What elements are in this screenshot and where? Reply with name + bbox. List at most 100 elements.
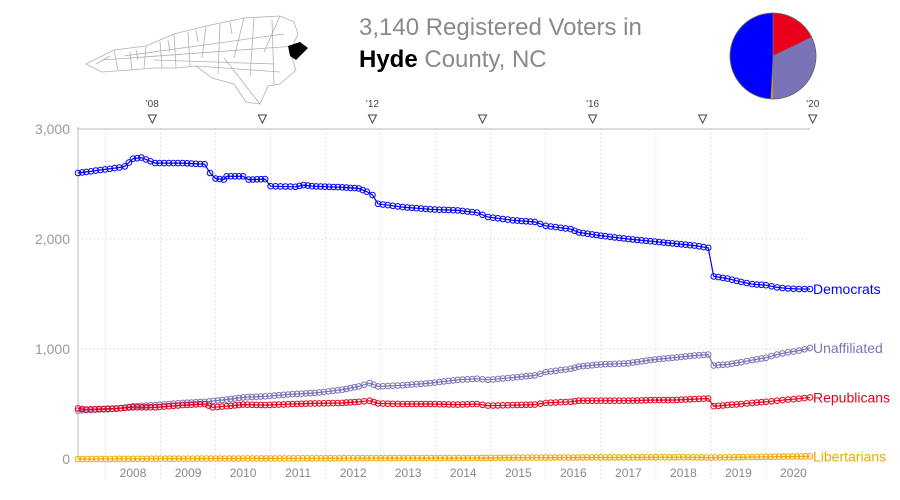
libertarians-line bbox=[77, 455, 811, 460]
republicans-point bbox=[602, 397, 609, 405]
democrats-point bbox=[552, 223, 560, 231]
libertarians-point bbox=[267, 455, 274, 462]
election-year-label: '08 bbox=[146, 99, 159, 110]
republicans-point bbox=[753, 399, 761, 406]
unaffiliated-point bbox=[320, 388, 328, 396]
libertarians-point bbox=[661, 454, 669, 461]
libertarians-point bbox=[455, 454, 463, 462]
libertarians-point bbox=[634, 454, 641, 461]
republicans-point bbox=[724, 401, 731, 409]
libertarians-point bbox=[666, 454, 674, 461]
republicans-point bbox=[261, 401, 269, 409]
libertarians-point bbox=[409, 454, 417, 462]
libertarians-point bbox=[152, 455, 160, 463]
democrats-point bbox=[513, 217, 521, 224]
democrats-point bbox=[272, 183, 279, 190]
libertarians-point bbox=[377, 454, 385, 462]
libertarians-point bbox=[551, 454, 559, 461]
libertarians-point bbox=[171, 455, 178, 463]
republicans-point bbox=[121, 404, 129, 412]
unaffiliated-point bbox=[436, 378, 443, 386]
democrats-point bbox=[733, 277, 740, 285]
unaffiliated-point bbox=[218, 396, 226, 404]
libertarians-point bbox=[349, 454, 357, 462]
republicans-point bbox=[289, 400, 296, 408]
libertarians-point bbox=[515, 454, 522, 462]
unaffiliated-point bbox=[426, 379, 434, 387]
republicans-point bbox=[188, 401, 195, 409]
democrats-point bbox=[593, 231, 600, 239]
republicans-point bbox=[108, 405, 116, 412]
unaffiliated-point bbox=[394, 382, 402, 389]
libertarians-point bbox=[693, 454, 701, 461]
unaffiliated-point bbox=[615, 360, 623, 368]
democrats-point bbox=[312, 183, 320, 190]
libertarians-point bbox=[487, 454, 495, 462]
democrats-point bbox=[111, 164, 118, 172]
democrats-point bbox=[231, 173, 239, 180]
democrats-point bbox=[724, 275, 731, 282]
libertarians-point bbox=[579, 454, 586, 461]
democrats-point bbox=[682, 241, 689, 248]
republicans-point bbox=[275, 401, 283, 408]
unaffiliated-point bbox=[404, 381, 411, 389]
libertarians-point bbox=[97, 455, 105, 463]
libertarians-point bbox=[753, 453, 761, 461]
libertarians-point bbox=[583, 454, 591, 461]
unaffiliated-point bbox=[660, 355, 667, 363]
republicans-point bbox=[325, 399, 332, 407]
democrats-point bbox=[347, 184, 354, 192]
democrats-point bbox=[504, 216, 512, 223]
unaffiliated-point bbox=[513, 373, 521, 381]
libertarians-point bbox=[308, 455, 316, 462]
democrats-point bbox=[338, 184, 346, 191]
democrats-line bbox=[77, 156, 810, 290]
republicans-point bbox=[302, 400, 310, 408]
libertarians-point bbox=[560, 454, 568, 461]
democrats-point bbox=[615, 234, 623, 242]
libertarians-point bbox=[735, 453, 742, 461]
republicans-point bbox=[87, 406, 94, 413]
unaffiliated-point bbox=[374, 383, 382, 390]
libertarians-point bbox=[368, 454, 375, 462]
unaffiliated-point bbox=[522, 373, 530, 380]
election-marker-icon bbox=[697, 114, 708, 125]
libertarians-point bbox=[207, 455, 215, 462]
libertarians-point bbox=[570, 454, 577, 461]
unaffiliated-point bbox=[252, 393, 260, 401]
republicans-point bbox=[125, 404, 133, 411]
unaffiliated-point bbox=[351, 383, 358, 391]
democrats-point bbox=[753, 281, 761, 288]
election-marker-icon bbox=[257, 114, 268, 125]
x-tick-label: 2016 bbox=[560, 466, 587, 480]
libertarians-point bbox=[684, 454, 692, 461]
republicans-point bbox=[426, 400, 434, 408]
unaffiliated-point bbox=[142, 402, 150, 409]
republicans-point bbox=[454, 401, 462, 408]
republicans-point bbox=[235, 401, 243, 409]
republicans-point bbox=[584, 397, 591, 405]
unaffiliated-point bbox=[261, 393, 269, 400]
libertarians-point bbox=[386, 454, 394, 462]
unaffiliated-point bbox=[651, 356, 659, 363]
democrats-point bbox=[647, 237, 654, 245]
democrats-point bbox=[620, 235, 628, 242]
republicans-point bbox=[83, 406, 90, 413]
republicans-point bbox=[196, 400, 204, 408]
libertarians-point bbox=[625, 454, 632, 461]
libertarians-point bbox=[120, 455, 128, 463]
title-line-2: Hyde County, NC bbox=[359, 46, 547, 74]
unaffiliated-point bbox=[748, 356, 756, 364]
libertarians-point bbox=[423, 454, 430, 462]
unaffiliated-point bbox=[686, 352, 694, 360]
libertarians-point bbox=[565, 454, 573, 461]
libertarians-point bbox=[400, 454, 407, 462]
libertarians-point bbox=[588, 454, 596, 461]
libertarians-point bbox=[602, 454, 609, 461]
unaffiliated-point bbox=[231, 395, 239, 402]
libertarians-point bbox=[643, 454, 651, 461]
libertarians-point bbox=[689, 454, 696, 461]
unaffiliated-point bbox=[271, 392, 278, 399]
republicans-point bbox=[664, 396, 672, 404]
